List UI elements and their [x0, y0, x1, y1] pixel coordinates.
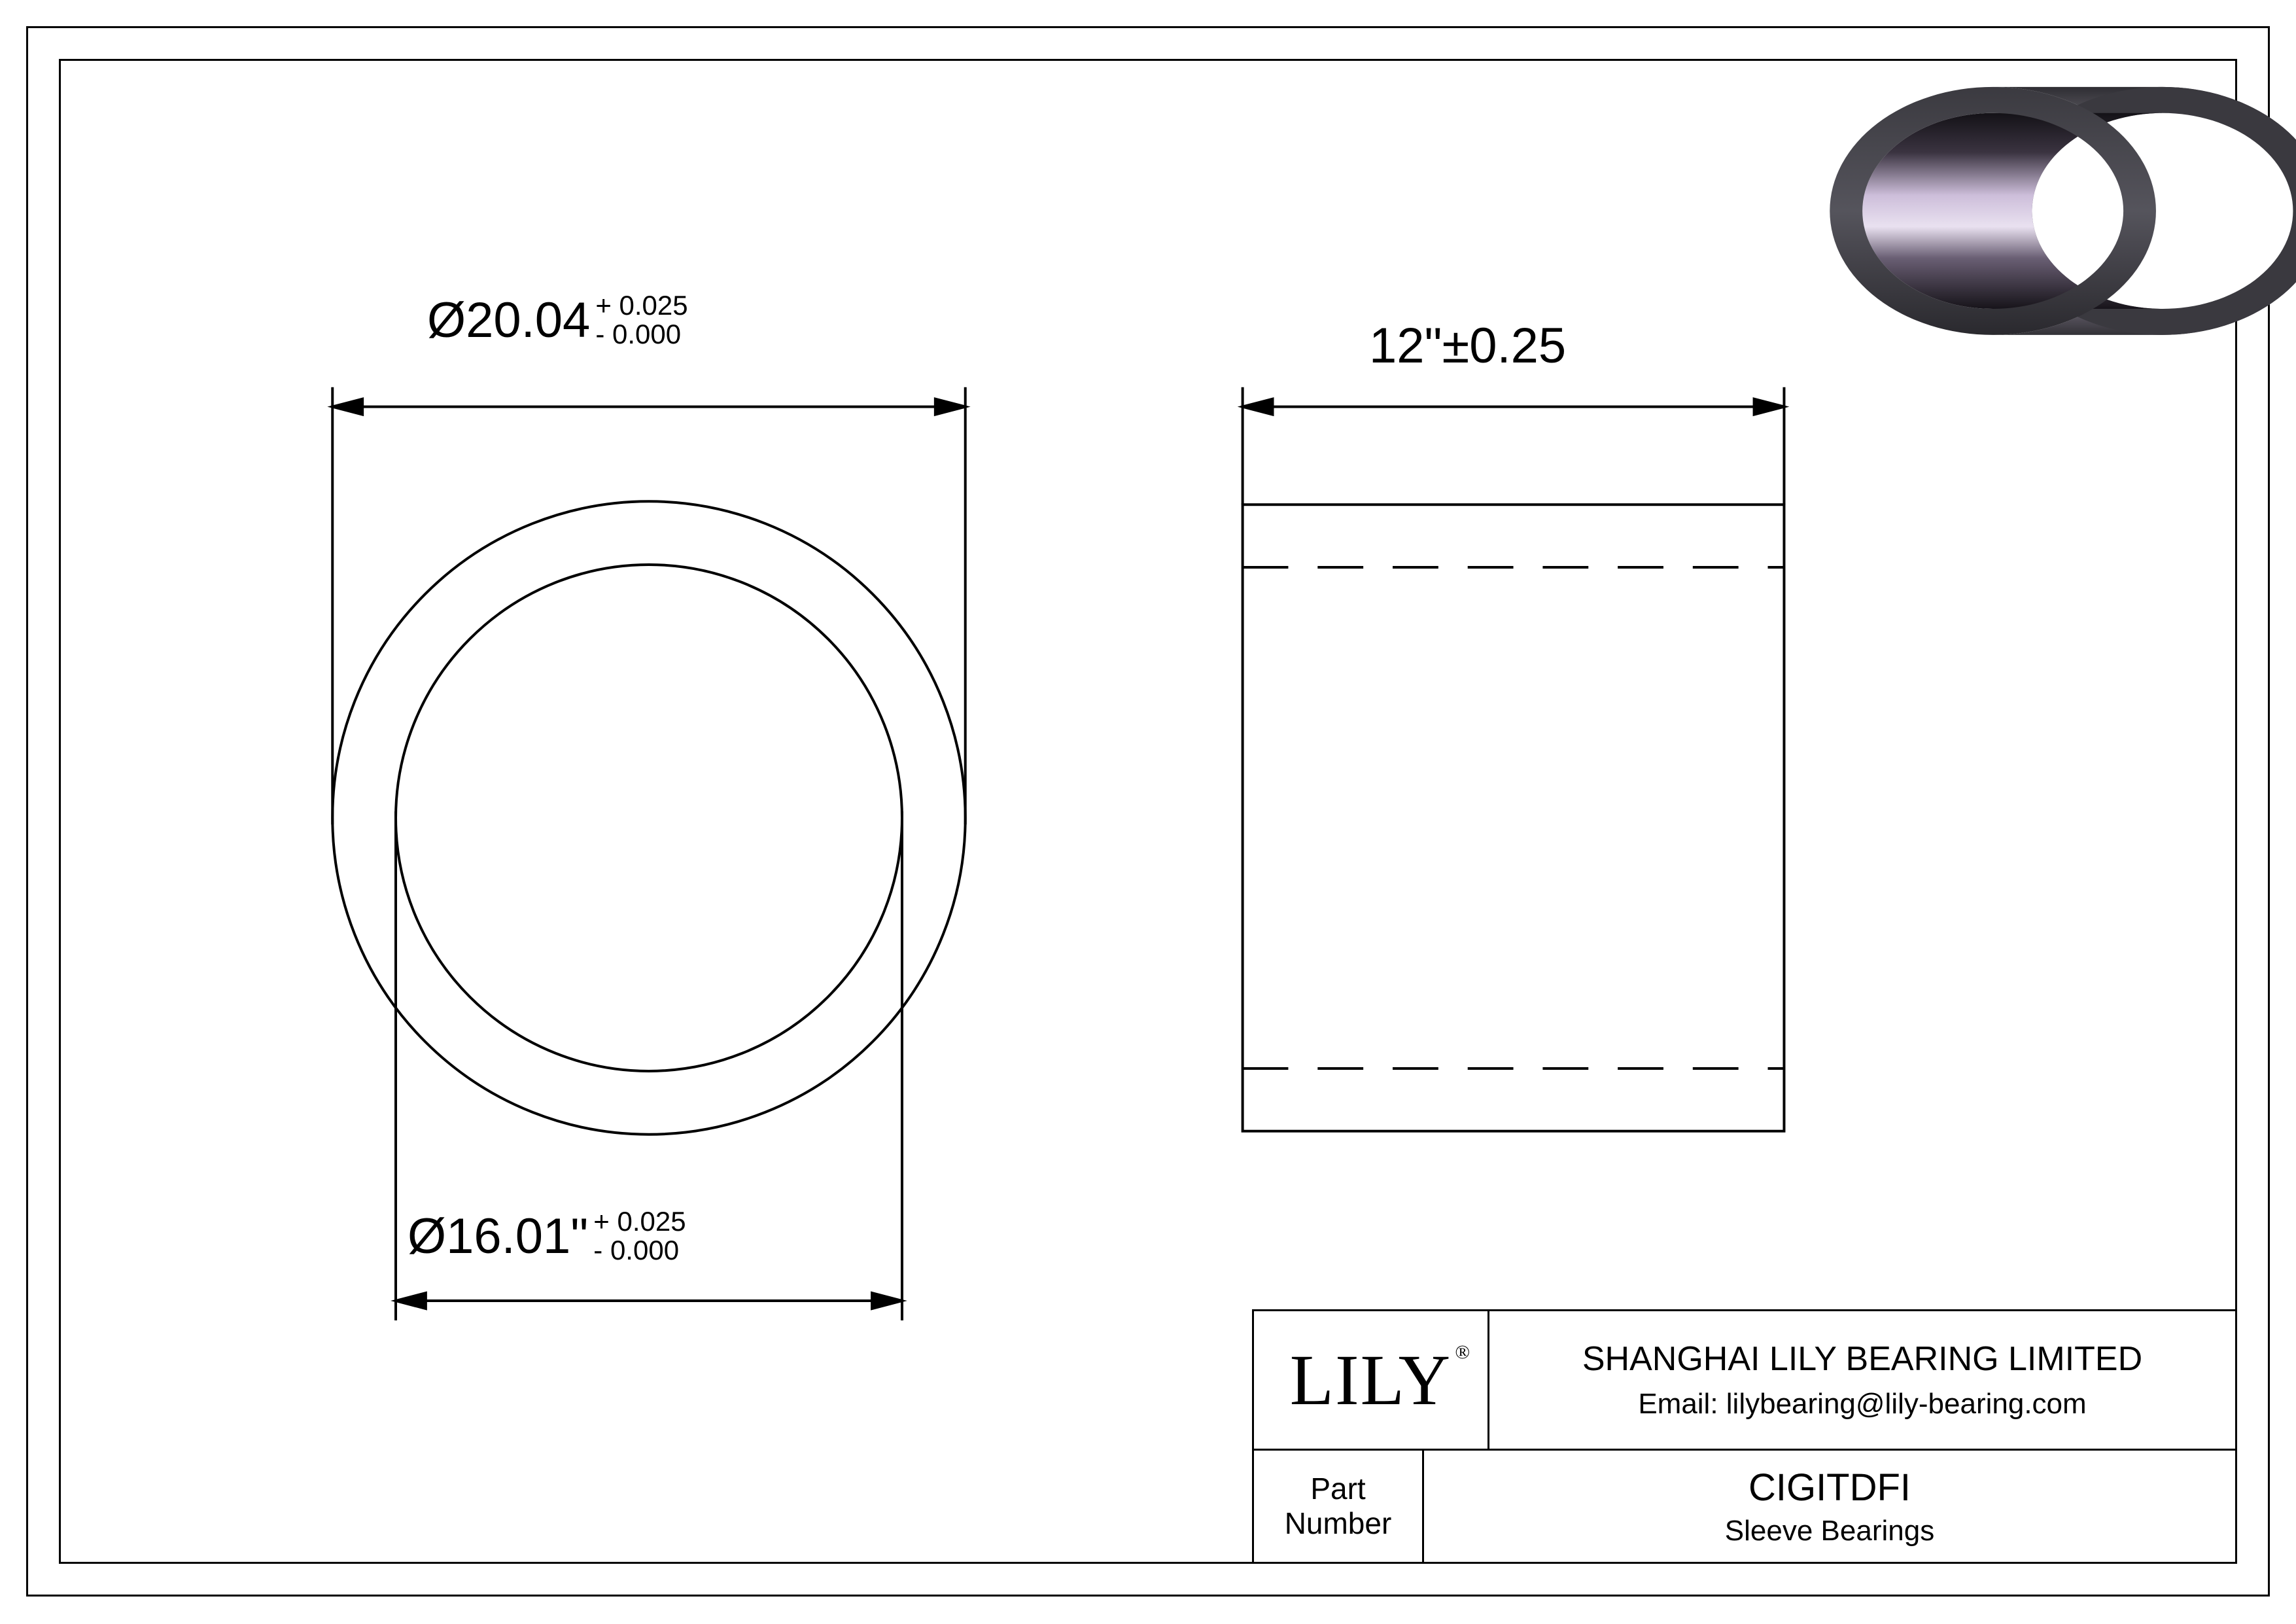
- dimension-outer-dia: [332, 387, 965, 824]
- inner-dia-tol-upper: 0.025: [593, 1207, 686, 1236]
- diameter-symbol: Ø: [408, 1208, 446, 1265]
- title-block-row-company: LILY ® SHANGHAI LILY BEARING LIMITED Ema…: [1254, 1311, 2235, 1451]
- dimension-length-text: 12"±0.25: [1369, 317, 1566, 374]
- front-view: [332, 501, 965, 1134]
- outer-dia-tol-upper: 0.025: [595, 291, 687, 320]
- side-view: [1243, 504, 1784, 1131]
- length-value: 12"±0.25: [1369, 317, 1566, 374]
- part-number-value-cell: CIGITDFI Sleeve Bearings: [1424, 1451, 2235, 1562]
- dimension-inner-dia-text: Ø 16.01" 0.025 0.000: [408, 1207, 686, 1265]
- dimension-length: [1243, 387, 1784, 505]
- outer-dia-value: 20.04: [466, 292, 590, 349]
- logo-text: LILY: [1290, 1340, 1452, 1420]
- logo-cell: LILY ®: [1254, 1311, 1489, 1449]
- diameter-symbol: Ø: [427, 292, 466, 349]
- company-cell: SHANGHAI LILY BEARING LIMITED Email: lil…: [1489, 1311, 2235, 1449]
- inner-dia-tol-lower: 0.000: [593, 1236, 686, 1265]
- inner-dia-value: 16.01": [446, 1208, 588, 1265]
- part-number-label-cell: Part Number: [1254, 1451, 1424, 1562]
- registered-trademark-icon: ®: [1455, 1341, 1471, 1364]
- part-description: Sleeve Bearings: [1725, 1515, 1934, 1547]
- part-number-value: CIGITDFI: [1748, 1466, 1911, 1509]
- title-block: LILY ® SHANGHAI LILY BEARING LIMITED Ema…: [1252, 1309, 2235, 1562]
- part-number-label-line1: Part: [1310, 1472, 1365, 1506]
- company-email: Email: lilybearing@lily-bearing.com: [1638, 1388, 2086, 1421]
- drawing-inner-frame: Ø 20.04 0.025 0.000 Ø 16.01" 0.025 0.000…: [59, 59, 2237, 1564]
- outer-dia-tol-lower: 0.000: [595, 320, 687, 349]
- isometric-render: [1830, 87, 2296, 335]
- part-number-label-line2: Number: [1285, 1506, 1392, 1541]
- outer-dia-tolerance: 0.025 0.000: [595, 291, 687, 349]
- company-logo: LILY ®: [1290, 1339, 1452, 1422]
- dimension-outer-dia-text: Ø 20.04 0.025 0.000: [427, 291, 688, 349]
- title-block-row-part-number: Part Number CIGITDFI Sleeve Bearings: [1254, 1451, 2235, 1562]
- inner-dia-tolerance: 0.025 0.000: [593, 1207, 686, 1265]
- company-name: SHANGHAI LILY BEARING LIMITED: [1582, 1339, 2142, 1379]
